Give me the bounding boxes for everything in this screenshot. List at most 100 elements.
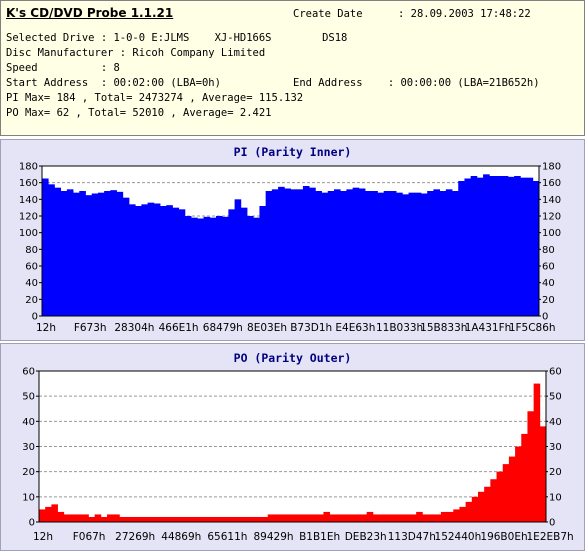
pi-y-tick-left: 120 xyxy=(19,212,38,223)
po-x-tick-label: 44869h xyxy=(161,531,201,543)
po-bar xyxy=(502,464,510,522)
pi-y-tick-left: 160 xyxy=(19,178,38,189)
pi-bar xyxy=(458,181,465,316)
pi-x-tick-label: B73D1h xyxy=(290,322,332,334)
po-bar xyxy=(539,426,547,522)
pi-bar xyxy=(514,176,521,316)
po-bar xyxy=(236,516,244,522)
po-bar xyxy=(508,456,516,522)
pi-chart: 0 0 20 20 40 40 60 60 80 80 100 100 120 120 140 140 160 1… xyxy=(19,162,561,335)
po-bar xyxy=(323,511,330,522)
pi-bar xyxy=(222,216,229,316)
pi-bar xyxy=(520,177,527,316)
po-bar xyxy=(317,514,324,522)
pi-bar xyxy=(122,197,130,316)
pi-bar xyxy=(321,192,329,316)
pi-y-tick-right: 180 xyxy=(542,162,561,173)
pi-x-tick-label: 8E03Eh xyxy=(247,322,287,334)
po-bar xyxy=(69,514,77,522)
po-y-tick-left: 30 xyxy=(22,442,35,453)
po-bar xyxy=(150,516,157,522)
po-bar xyxy=(515,446,522,522)
pi-bar xyxy=(489,176,496,316)
pi-bar xyxy=(445,189,453,316)
po-bar xyxy=(162,516,170,522)
pi-bar xyxy=(197,218,204,316)
pi-bar xyxy=(110,190,117,316)
po-bar xyxy=(428,514,436,522)
pi-y-tick-right: 160 xyxy=(542,178,561,189)
pi-bar xyxy=(452,191,459,316)
pi-bar xyxy=(402,194,409,316)
po-bar xyxy=(533,383,541,522)
po-y-tick-right: 20 xyxy=(549,467,562,478)
po-bar xyxy=(255,516,262,522)
pi-bar xyxy=(414,192,422,316)
pi-bar xyxy=(420,193,428,316)
po-bar xyxy=(311,514,318,522)
po-bar xyxy=(57,511,65,522)
po-y-tick-left: 50 xyxy=(22,392,35,403)
po-chart-title: PO (Parity Outer) xyxy=(233,351,352,365)
po-bar xyxy=(249,516,256,522)
pi-bar xyxy=(408,192,416,316)
po-bar xyxy=(137,516,145,522)
po-bar xyxy=(125,516,133,522)
pi-summary: PI Max= 184 , Total= 2473274 , Average= … xyxy=(6,92,304,104)
pi-y-tick-left: 60 xyxy=(25,262,38,273)
pi-bar xyxy=(271,189,279,316)
po-bar xyxy=(280,514,287,522)
po-bar xyxy=(471,496,479,522)
pi-y-tick-right: 80 xyxy=(542,245,555,256)
po-y-tick-right: 50 xyxy=(549,392,562,403)
po-bar xyxy=(144,516,151,522)
pi-bar xyxy=(284,188,291,316)
pi-bar xyxy=(160,206,167,316)
po-bar xyxy=(156,516,164,522)
po-bar xyxy=(360,514,368,522)
pi-bar xyxy=(278,186,285,316)
pi-bar xyxy=(247,216,254,316)
pi-plot-frame xyxy=(41,165,540,317)
pi-bar xyxy=(532,181,540,316)
pi-x-tick-label: 11B033h xyxy=(376,322,423,334)
po-bar xyxy=(224,516,232,522)
po-y-tick-left: 0 xyxy=(29,518,35,529)
po-bar xyxy=(267,514,275,522)
app-title: K's CD/DVD Probe 1.1.21 xyxy=(6,6,174,20)
pi-bar xyxy=(365,191,372,316)
po-bar xyxy=(107,514,114,522)
pi-bar xyxy=(377,192,385,316)
po-x-tick-label: 1E2EB7h xyxy=(527,531,574,543)
pi-bar xyxy=(476,177,484,316)
po-x-tick-label: 27269h xyxy=(115,531,155,543)
po-bar xyxy=(490,479,497,522)
pi-x-tick-label: 28304h xyxy=(114,322,154,334)
pi-bar xyxy=(104,191,111,316)
pi-bar xyxy=(191,217,198,316)
pi-y-tick-right: 20 xyxy=(542,295,555,306)
po-chart: 0 0 10 10 20 20 30 30 40 40 50 50 60 60 12h F067h 27269h… xyxy=(22,367,574,544)
end-address: End Address : 00:00:00 (LBA=21B652h) xyxy=(293,77,540,89)
pi-y-tick-right: 40 xyxy=(542,278,555,289)
pi-y-tick-right: 60 xyxy=(542,262,555,273)
po-bar xyxy=(261,516,269,522)
po-bar xyxy=(218,516,225,522)
pi-bar xyxy=(302,186,310,316)
pi-y-tick-left: 100 xyxy=(19,228,38,239)
pi-bar xyxy=(389,191,397,316)
pi-bar xyxy=(507,176,515,316)
pi-bar xyxy=(346,189,354,316)
pi-bar xyxy=(309,187,316,316)
po-y-tick-right: 60 xyxy=(549,367,562,378)
po-bar xyxy=(187,516,194,522)
po-bar xyxy=(385,514,392,522)
pi-bar xyxy=(327,191,335,316)
po-y-tick-left: 40 xyxy=(22,417,35,428)
po-y-tick-right: 30 xyxy=(549,442,562,453)
po-y-tick-right: 40 xyxy=(549,417,562,428)
pi-bar xyxy=(135,206,142,316)
pi-bar xyxy=(290,189,298,316)
po-bar xyxy=(199,516,207,522)
pi-x-tick-label: 12h xyxy=(36,322,56,334)
